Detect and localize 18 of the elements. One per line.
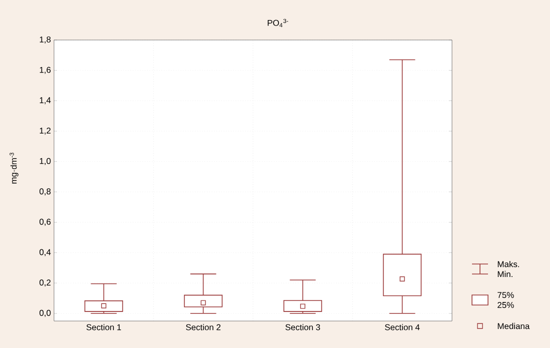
y-axis-title: mg·dm$^{-3}$ — [10, 152, 18, 184]
y-tick-label: 1,4 — [40, 97, 51, 104]
text: Mediana — [498, 322, 530, 330]
y-tick-label: 0,6 — [40, 218, 51, 226]
text: Maks. Min. — [498, 260, 520, 278]
y-tick-label: 0,2 — [40, 280, 51, 287]
y-tick-label: 0,4 — [40, 249, 51, 256]
y-tick-label: 0,8 — [40, 188, 51, 196]
y-tick-label: 0,0 — [40, 310, 51, 317]
y-tick-label: 1,0 — [40, 158, 51, 166]
text: 75% 25% — [498, 292, 514, 308]
x-tick-label: Section 3 — [285, 324, 320, 330]
y-tick-label: 1,6 — [40, 66, 51, 74]
x-tick-label: Section 1 — [86, 324, 121, 330]
x-tick-label: Section 2 — [186, 324, 220, 330]
y-tick-label: 1,8 — [40, 36, 51, 44]
x-tick-label: Section 4 — [384, 324, 420, 330]
y-tick-label: 1,2 — [40, 128, 51, 135]
